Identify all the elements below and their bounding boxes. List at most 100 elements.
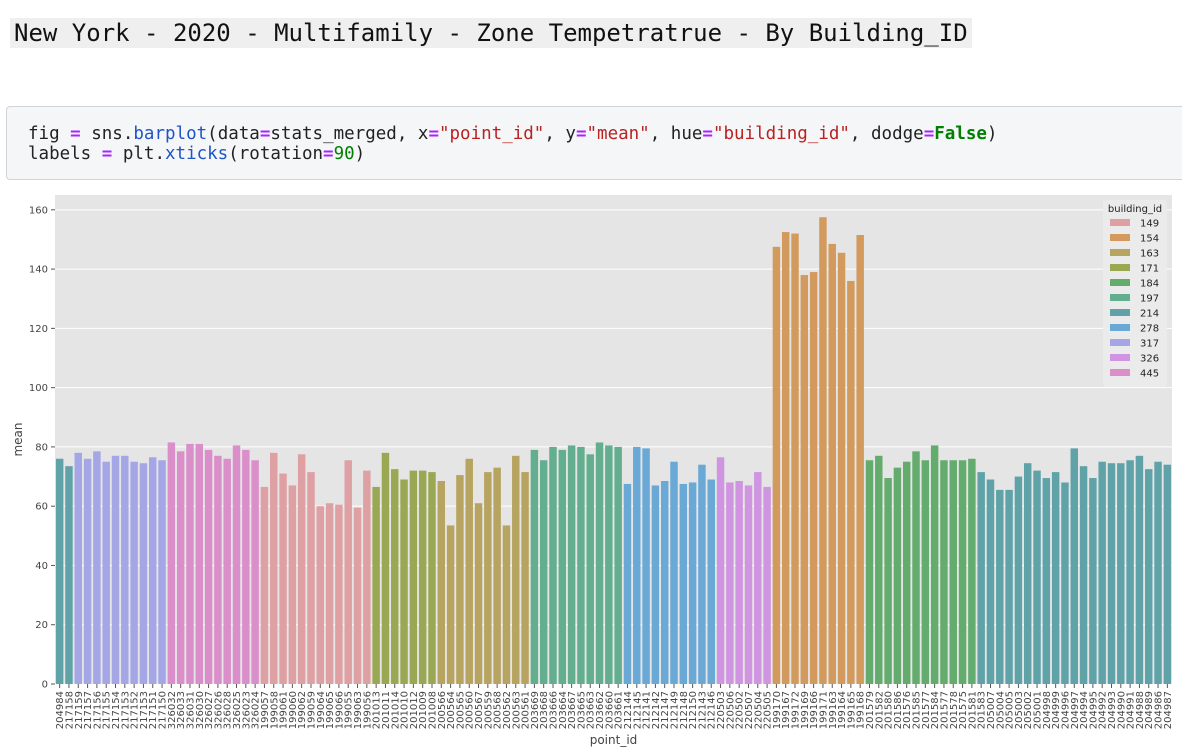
line1-token: sns. (80, 124, 134, 144)
legend-swatch (1110, 339, 1130, 346)
legend-swatch (1110, 279, 1130, 286)
plot-area (55, 195, 1172, 684)
bar (297, 454, 306, 684)
x-tick-label: 220506 (725, 691, 736, 729)
x-tick-label: 204987 (1163, 691, 1174, 729)
line2-token: xticks (165, 144, 229, 164)
y-tick-label: 0 (42, 680, 48, 691)
legend-label: 317 (1140, 339, 1159, 350)
bar-chart: 0 20 40 60 80 100 120 140 160 204984217158217159… (11, 195, 1174, 747)
bar (698, 464, 706, 684)
bar (325, 503, 334, 684)
bar (223, 458, 231, 684)
bar (800, 275, 809, 684)
bar (502, 525, 511, 684)
x-tick-label: 204989 (1144, 691, 1155, 729)
x-tick-label: 201577 (939, 691, 950, 729)
x-tick-label: 199057 (260, 691, 271, 729)
x-tick-label: 212144 (623, 691, 634, 729)
x-tick-label: 200561 (521, 691, 532, 729)
bar (65, 466, 73, 684)
y-axis-label: mean (11, 422, 25, 456)
line2-token: = (101, 144, 113, 164)
bar (633, 446, 641, 684)
x-tick-label: 200564 (446, 691, 457, 729)
x-tick-label: 204991 (1126, 691, 1137, 729)
y-tick-label: 20 (35, 620, 48, 631)
bar (754, 472, 762, 684)
x-tick-label: 203666 (549, 691, 560, 729)
x-tick-label: 201585 (912, 691, 923, 729)
code-line-2[interactable]: labels = plt.xticks(rotation=90) (28, 144, 365, 165)
x-tick-label: 199169 (800, 691, 811, 729)
bar (428, 472, 436, 684)
x-tick-label: 200567 (474, 691, 485, 729)
bar (93, 451, 101, 684)
bar (363, 470, 371, 684)
x-tick-label: 326026 (213, 691, 224, 729)
x-tick-label: 204995 (1088, 691, 1099, 729)
bar (875, 455, 883, 684)
line1-token: (data (207, 124, 260, 144)
x-tick-label: 200559 (483, 691, 494, 729)
bar (456, 475, 464, 684)
line1-token: = (428, 124, 439, 144)
x-tick-label: 217153 (120, 691, 131, 729)
bar (1042, 478, 1051, 684)
bar (1024, 463, 1032, 684)
x-tick-label: 217156 (92, 691, 103, 729)
x-tick-label: 220502 (735, 691, 746, 729)
bar (1135, 455, 1144, 684)
bar (186, 443, 194, 684)
x-tick-label: 201575 (958, 691, 969, 729)
x-tick-label: 203662 (595, 691, 606, 729)
x-tick-label: 205007 (986, 691, 997, 729)
x-tick-label: 199170 (772, 691, 783, 729)
y-tick-label: 120 (29, 324, 48, 335)
x-tick-label: 201011 (381, 691, 392, 729)
bar (353, 507, 362, 684)
x-tick-label: 199168 (856, 691, 867, 729)
bar (400, 479, 408, 684)
x-tick-label: 199056 (362, 691, 373, 729)
x-tick-label: 201577 (921, 691, 932, 729)
x-tick-label: 217151 (148, 691, 159, 729)
x-tick-label: 203661 (614, 691, 625, 729)
x-tick-label: 199163 (828, 691, 839, 729)
code-line-1[interactable]: fig = sns.barplot(data=stats_merged, x="… (28, 124, 997, 145)
bar (660, 480, 669, 684)
bar (1070, 448, 1078, 684)
x-tick-label: 217152 (130, 691, 141, 729)
bar (111, 455, 120, 684)
bar (484, 472, 492, 684)
bar (577, 446, 585, 684)
x-tick-label: 205001 (1033, 691, 1044, 729)
bar (688, 482, 697, 684)
line2-token: = (323, 144, 334, 164)
x-tick-label: 204992 (1098, 691, 1109, 729)
x-tick-label: 201581 (967, 691, 978, 729)
line2-token: 90 (333, 144, 355, 164)
bar (679, 483, 688, 684)
x-tick-label: 326025 (232, 691, 243, 729)
x-tick-label: 212141 (642, 691, 653, 729)
x-tick-label: 201012 (409, 691, 420, 729)
x-tick-label: 199164 (837, 691, 848, 729)
bar (74, 452, 82, 684)
bar (474, 503, 483, 684)
legend-label: 326 (1140, 354, 1159, 365)
bar (949, 460, 957, 684)
line1-token: "mean" (586, 124, 650, 144)
bars (55, 217, 1172, 685)
bar (744, 485, 753, 684)
code-cell[interactable]: fig = sns.barplot(data=stats_merged, x="… (6, 106, 1182, 180)
gridlines (55, 209, 1172, 685)
legend-swatch (1110, 369, 1130, 376)
legend-swatch (1110, 309, 1130, 316)
x-tick-label: 204998 (1042, 691, 1053, 729)
bar (781, 232, 790, 685)
bar (1079, 466, 1088, 684)
bar (437, 480, 446, 684)
cell-drag-handle-icon[interactable]: ⋮ (0, 112, 14, 130)
bar (1033, 470, 1041, 684)
